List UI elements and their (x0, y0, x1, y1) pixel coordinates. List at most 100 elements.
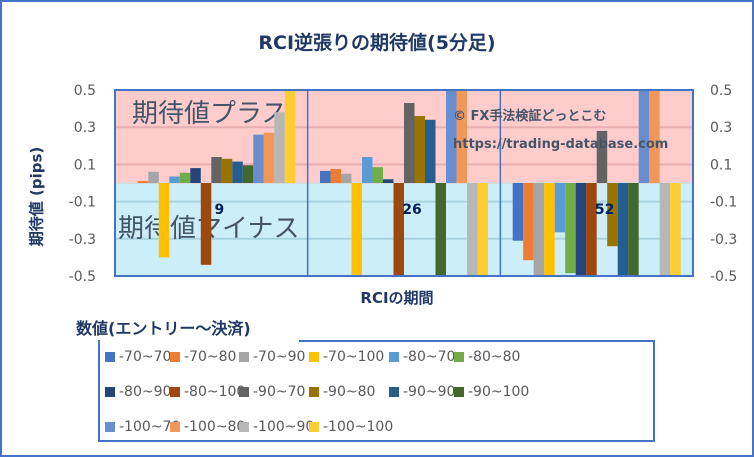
legend-label: -70~90 (253, 349, 306, 365)
legend-item: -70~80 (170, 347, 236, 367)
legend-swatch (454, 387, 464, 397)
bar (533, 183, 545, 276)
y-axis-title: 期待値 (pips) (27, 146, 46, 247)
secondary-y-tick-label: 0.1 (710, 157, 732, 173)
bar (512, 183, 524, 241)
secondary-y-tick-label: 0.3 (710, 120, 732, 136)
bar (596, 130, 608, 183)
bar (148, 171, 159, 183)
legend-label: -90~70 (253, 384, 306, 400)
bar (607, 183, 618, 247)
bar (263, 132, 275, 183)
positive-region-label: 期待値プラス (132, 99, 287, 129)
y-tick-label: 0.1 (74, 157, 96, 173)
bar (200, 183, 212, 265)
legend-label: -70~100 (323, 349, 385, 365)
bar (649, 90, 660, 183)
legend-item: -80~80 (454, 347, 520, 367)
legend-swatch (170, 422, 180, 432)
legend-label: -80~100 (184, 384, 246, 400)
bar (446, 90, 457, 183)
legend-label: -100~100 (323, 419, 394, 435)
secondary-y-tick-label: -0.1 (710, 195, 737, 211)
bar (638, 90, 650, 183)
bar (362, 157, 373, 183)
legend-swatch (454, 352, 464, 362)
legend-swatch (170, 352, 180, 362)
bar (137, 181, 149, 183)
category-label: 26 (402, 202, 421, 218)
category-label: 52 (595, 202, 614, 218)
bar (284, 90, 296, 183)
bar (221, 158, 233, 183)
bar (320, 170, 331, 183)
bar (477, 183, 488, 276)
category-labels: 9 26 52 (214, 202, 614, 218)
legend-label: -80~90 (119, 384, 172, 400)
bar (383, 179, 394, 183)
bar (169, 176, 180, 183)
legend-label: -80~70 (403, 349, 456, 365)
legend-label: -90~80 (323, 384, 376, 400)
legend-item: -100~70 (105, 417, 180, 437)
legend-swatch (239, 387, 249, 397)
legend-label: -100~80 (184, 419, 246, 435)
legend-item: -90~100 (454, 382, 529, 402)
legend-swatch (309, 387, 319, 397)
legend-item: -70~100 (309, 347, 384, 367)
bar (372, 167, 383, 183)
bar (575, 183, 587, 276)
watermark-url: https://trading-database.com (453, 137, 668, 152)
bar (179, 172, 191, 183)
bar (628, 183, 639, 276)
bar (523, 183, 534, 261)
legend-swatch (105, 352, 115, 362)
legend-item: -90~70 (239, 382, 305, 402)
secondary-y-tick-label: -0.5 (710, 269, 737, 285)
legend-item: -80~100 (170, 382, 245, 402)
bar (659, 183, 671, 276)
bar (670, 183, 681, 276)
legend-item: -80~70 (389, 347, 455, 367)
legend-label: -100~90 (253, 419, 315, 435)
bar (211, 157, 222, 183)
x-axis-title: RCIの期間 (360, 289, 434, 307)
legend-item: -80~90 (105, 382, 171, 402)
bar (554, 183, 566, 233)
bar (158, 183, 170, 258)
bar (617, 183, 629, 276)
bar (586, 183, 597, 276)
bar (425, 119, 436, 183)
legend-swatch (239, 352, 249, 362)
legend-label: -100~70 (119, 419, 181, 435)
bar (456, 90, 467, 183)
category-label: 9 (214, 202, 224, 218)
bar (544, 183, 555, 276)
legend-label: -80~80 (468, 349, 521, 365)
bar (467, 183, 478, 276)
bar (330, 169, 341, 183)
y-tick-label: -0.3 (69, 232, 96, 248)
bar (274, 112, 285, 183)
legend-border-top (299, 340, 653, 342)
chart-title: RCI逆張りの期待値(5分足) (258, 32, 496, 54)
legend-label: -70~70 (119, 349, 172, 365)
legend-title: 数値(エントリー～決済) (76, 319, 251, 338)
category-dividers (306, 90, 502, 276)
bar (393, 183, 404, 276)
legend-swatch (309, 352, 319, 362)
bar (435, 183, 446, 276)
legend-label: -90~90 (403, 384, 456, 400)
bar (242, 165, 254, 183)
legend-swatch (105, 387, 115, 397)
bar (190, 168, 201, 183)
legend-swatch (170, 387, 180, 397)
watermark-copyright: © FX手法検証どっとこむ (453, 108, 606, 124)
legend-swatch (389, 387, 399, 397)
bars (137, 90, 681, 276)
bar (414, 116, 425, 183)
legend-item: -70~70 (105, 347, 171, 367)
bar (404, 103, 415, 183)
legend-label: -70~80 (184, 349, 237, 365)
